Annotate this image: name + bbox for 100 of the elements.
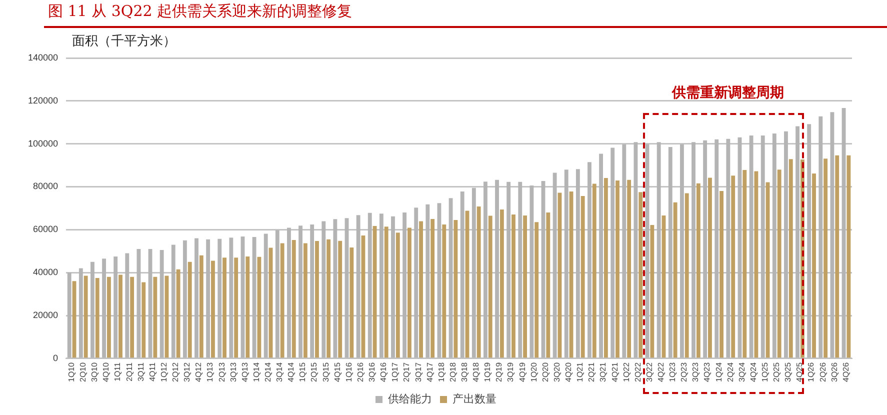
bar [350, 247, 354, 358]
x-tick-label: 1Q13 [206, 362, 215, 382]
x-tick-label: 3Q16 [368, 362, 377, 382]
x-tick-label: 2Q15 [310, 362, 319, 382]
x-tick-label: 2Q26 [818, 362, 828, 382]
bar [153, 276, 158, 358]
x-tick-label: 3Q26 [830, 362, 839, 382]
x-tick-label: 3Q23 [691, 362, 700, 382]
bar [835, 155, 840, 358]
bar [627, 180, 632, 358]
bar [326, 239, 331, 358]
bar [280, 243, 284, 358]
x-tick-label: 2Q13 [217, 362, 226, 382]
x-tick-label: 1Q20 [529, 362, 538, 382]
bar [742, 170, 747, 358]
x-tick-label: 2Q16 [356, 362, 365, 382]
bar [84, 276, 88, 358]
bar [673, 202, 678, 358]
bar [731, 176, 736, 358]
x-tick-label: 1Q10 [67, 362, 76, 382]
x-tick-label: 3Q20 [552, 362, 562, 382]
x-tick-label: 3Q10 [90, 362, 100, 382]
bar [488, 216, 492, 358]
bar [142, 282, 146, 358]
bar [592, 184, 596, 358]
bar [234, 258, 238, 358]
legend-label: 产出数量 [452, 392, 496, 406]
x-tick-label: 3Q19 [506, 362, 516, 382]
x-tick-label: 2Q18 [448, 362, 458, 382]
x-tick-label: 1Q25 [760, 362, 770, 382]
x-tick-label: 4Q16 [379, 362, 388, 382]
y-tick-label: 120000 [28, 95, 58, 106]
x-tick-label: 4Q23 [702, 362, 712, 382]
x-tick-label: 1Q14 [252, 362, 261, 382]
x-tick-label: 1Q22 [622, 362, 631, 382]
x-tick-label: 1Q23 [668, 362, 678, 382]
y-tick-label: 140000 [28, 52, 58, 62]
legend-label: 供给能力 [388, 392, 432, 406]
x-tick-label: 2Q12 [171, 362, 180, 382]
x-tick-label: 1Q11 [113, 362, 122, 382]
x-tick-label: 4Q26 [841, 362, 850, 382]
x-tick-label: 1Q21 [576, 362, 585, 382]
x-tick-label: 2Q11 [124, 362, 134, 382]
x-tick-label: 4Q24 [748, 362, 758, 382]
annotation: 供需重新调整周期 [670, 84, 785, 102]
x-tick-label: 1Q12 [159, 362, 168, 382]
bar [118, 274, 122, 358]
bar [696, 183, 700, 358]
bar [222, 258, 226, 358]
bar [407, 228, 412, 358]
bar [292, 240, 296, 358]
y-tick-label: 0 [53, 352, 58, 363]
x-tick-label: 1Q26 [806, 362, 816, 382]
x-tick-label: 4Q20 [564, 362, 574, 382]
bar [824, 158, 828, 358]
x-tick-label: 2Q14 [264, 362, 273, 382]
x-tick-label: 3Q24 [737, 362, 746, 382]
x-tick-label: 3Q22 [644, 362, 654, 382]
y-tick-label: 60000 [33, 224, 58, 234]
x-tick-label: 3Q21 [598, 362, 608, 382]
x-tick-label: 4Q21 [610, 362, 620, 382]
x-tick-label: 4Q22 [656, 362, 666, 382]
bar [176, 269, 180, 358]
bar [199, 255, 204, 358]
x-tick-label: 3Q12 [182, 362, 192, 382]
bar [580, 196, 585, 358]
x-tick-label: 1Q17 [390, 362, 400, 382]
bar [604, 178, 608, 358]
x-tick-label: 2Q22 [633, 362, 642, 382]
y-tick-label: 20000 [33, 310, 58, 320]
x-tick-label: 3Q15 [321, 362, 330, 382]
bar [546, 212, 550, 358]
bar [106, 276, 111, 358]
x-tick-label: 4Q13 [240, 362, 250, 382]
bar [419, 221, 423, 358]
x-tick-label: 1Q15 [298, 362, 308, 382]
chart-title: 图 11 从 3Q22 起供需关系迎来新的调整修复 [48, 2, 352, 21]
x-tick-label: 4Q18 [472, 362, 481, 382]
bar [616, 180, 620, 358]
bar [338, 240, 342, 358]
x-tick-label: 2Q23 [680, 362, 689, 382]
x-tick-label: 2Q17 [402, 362, 412, 382]
x-tick-label: 2Q20 [540, 362, 550, 382]
x-tick-label: 1Q19 [483, 362, 492, 382]
bar [708, 178, 712, 358]
y-tick-label: 40000 [33, 267, 58, 278]
x-tick-label: 4Q12 [194, 362, 204, 382]
y-tick-label: 100000 [28, 138, 58, 148]
x-tick-label: 3Q25 [784, 362, 793, 382]
bar [430, 218, 435, 358]
bar [188, 262, 192, 358]
x-tick-label: 4Q17 [425, 362, 434, 382]
bar [812, 173, 816, 358]
bar [442, 224, 446, 358]
bar [95, 278, 100, 358]
bar [246, 256, 250, 358]
bar [303, 243, 308, 358]
bar [684, 193, 689, 358]
x-tick-label: 4Q14 [286, 362, 296, 382]
x-tick-label: 2Q24 [726, 362, 735, 382]
